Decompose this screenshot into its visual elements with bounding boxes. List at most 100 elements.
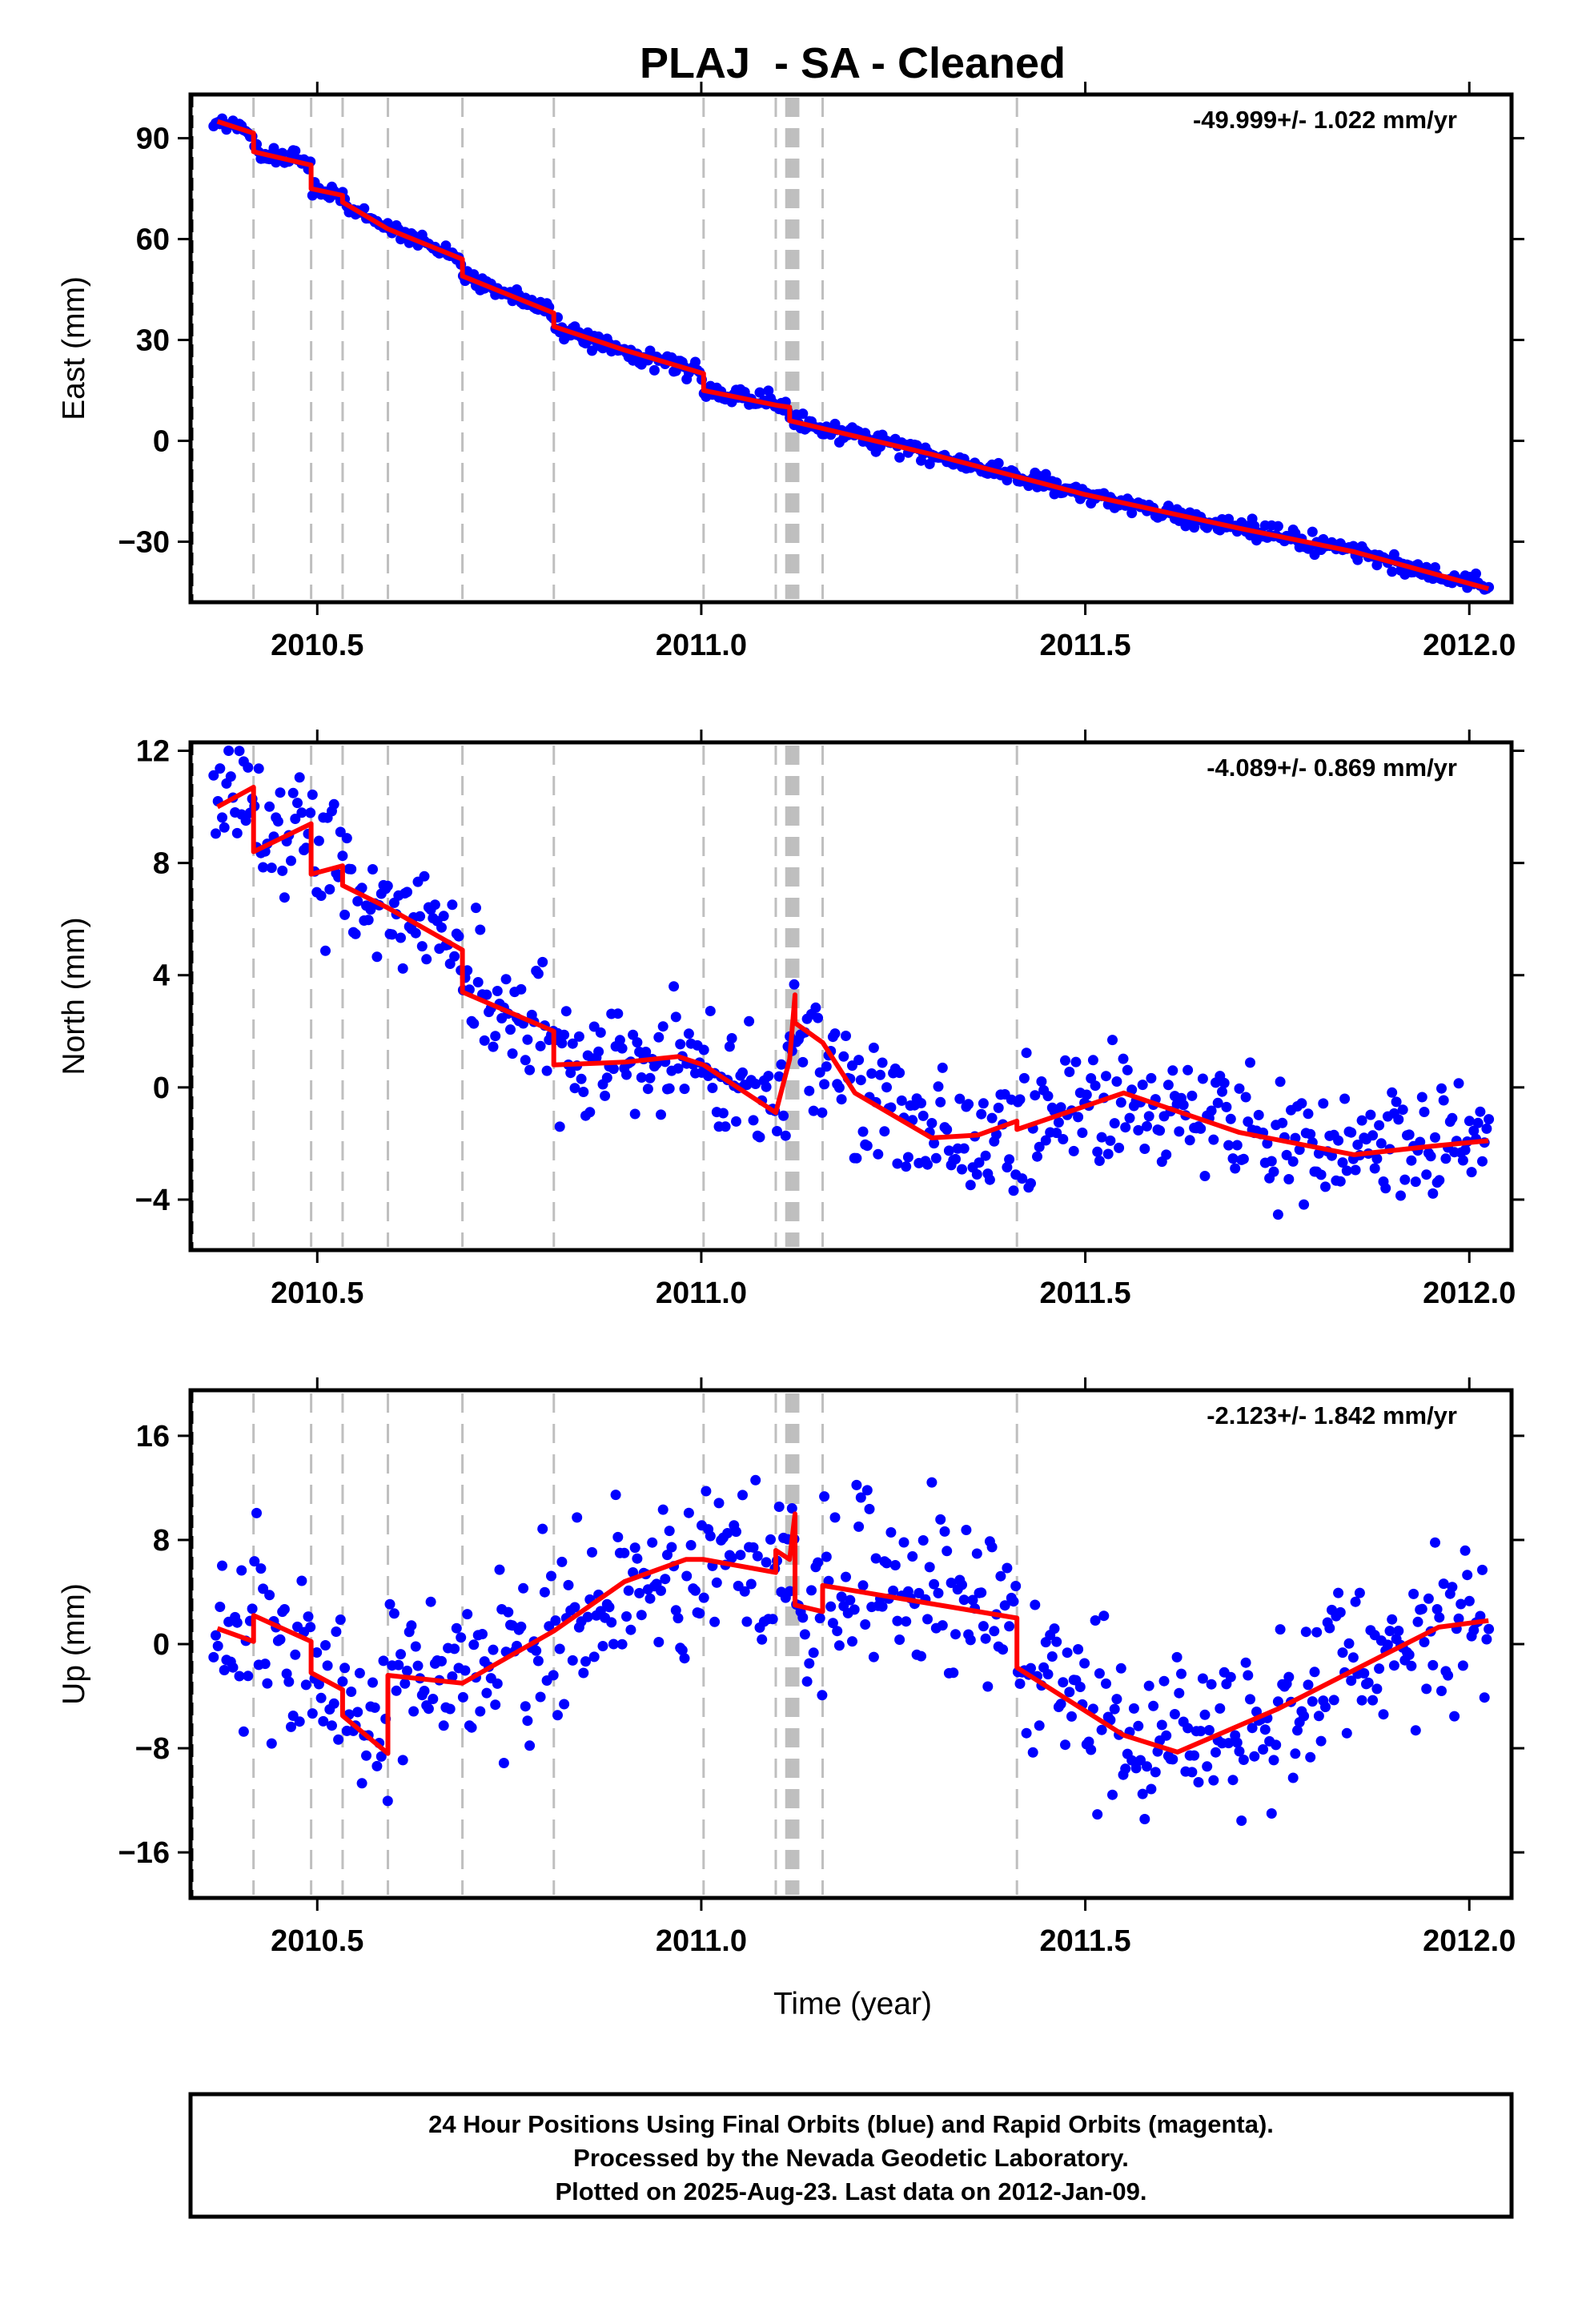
data-point bbox=[757, 1634, 768, 1645]
data-point bbox=[524, 1064, 536, 1076]
data-point bbox=[396, 932, 406, 943]
data-points bbox=[208, 746, 1495, 1220]
data-point bbox=[1130, 1763, 1142, 1774]
data-point bbox=[537, 956, 548, 967]
data-point bbox=[773, 1502, 785, 1512]
data-point bbox=[481, 989, 492, 1000]
data-point bbox=[447, 1671, 458, 1682]
data-point bbox=[361, 1750, 371, 1761]
data-point bbox=[829, 1028, 841, 1039]
data-point bbox=[660, 1574, 671, 1585]
data-point bbox=[1115, 1097, 1126, 1108]
data-point bbox=[877, 1057, 888, 1068]
data-point bbox=[1128, 1703, 1139, 1714]
data-point bbox=[1122, 1064, 1133, 1076]
model-fit-line bbox=[216, 785, 1489, 1157]
data-point bbox=[1221, 1101, 1232, 1112]
data-point bbox=[1481, 1123, 1492, 1134]
data-point bbox=[286, 1721, 296, 1732]
data-point bbox=[1259, 1724, 1271, 1735]
data-point bbox=[1199, 1171, 1211, 1181]
data-point bbox=[832, 1626, 843, 1637]
data-point bbox=[1423, 1593, 1434, 1604]
data-point bbox=[356, 883, 367, 894]
data-point bbox=[1406, 1660, 1417, 1671]
data-point bbox=[490, 1031, 501, 1042]
footer-frame bbox=[188, 2092, 1514, 2219]
data-point bbox=[750, 1079, 761, 1089]
data-point bbox=[238, 1726, 249, 1737]
data-point bbox=[367, 864, 378, 875]
data-point bbox=[993, 1102, 1004, 1113]
panel-3: 16 8 0 −8 −16 2010.5 2011.0 2011.5 2012.0 -2.123+… bbox=[57, 1377, 1524, 1958]
data-point bbox=[933, 1587, 944, 1598]
data-point bbox=[600, 1090, 611, 1101]
data-point bbox=[219, 1665, 230, 1675]
data-point bbox=[1365, 1109, 1376, 1120]
data-point bbox=[1415, 1136, 1426, 1148]
data-point bbox=[488, 1644, 499, 1655]
data-point bbox=[735, 1550, 746, 1561]
data-point bbox=[1475, 1610, 1486, 1622]
data-point bbox=[901, 1161, 912, 1172]
data-point bbox=[1126, 1755, 1138, 1766]
data-point bbox=[1158, 1675, 1170, 1687]
data-point bbox=[322, 1660, 333, 1671]
data-point bbox=[335, 826, 346, 838]
data-point bbox=[1283, 1671, 1295, 1683]
data-point bbox=[212, 1640, 223, 1651]
data-point bbox=[560, 1006, 572, 1017]
data-point bbox=[1077, 1128, 1088, 1138]
data-point bbox=[1107, 1035, 1118, 1046]
data-point bbox=[1337, 1647, 1348, 1659]
data-point bbox=[307, 1708, 318, 1719]
data-point bbox=[1378, 1709, 1389, 1720]
data-point bbox=[1236, 1815, 1247, 1826]
data-point bbox=[892, 1158, 903, 1169]
data-point bbox=[1193, 1777, 1204, 1787]
data-point bbox=[1115, 1663, 1126, 1674]
model-fit-line bbox=[216, 119, 1489, 592]
data-point bbox=[1156, 1719, 1167, 1731]
data-point bbox=[275, 1634, 286, 1645]
data-point bbox=[683, 1028, 694, 1039]
data-point bbox=[1356, 1695, 1367, 1706]
data-point bbox=[836, 1094, 847, 1105]
data-point bbox=[937, 1062, 948, 1073]
data-point bbox=[296, 807, 307, 818]
data-point bbox=[1053, 1117, 1064, 1128]
data-point bbox=[629, 1542, 640, 1554]
data-point bbox=[976, 1108, 987, 1120]
data-point bbox=[552, 1710, 563, 1721]
data-point bbox=[328, 1698, 339, 1709]
data-point bbox=[1111, 1076, 1122, 1087]
data-point bbox=[1203, 1725, 1215, 1735]
data-point bbox=[1305, 1128, 1316, 1140]
data-point bbox=[341, 833, 352, 844]
data-point bbox=[1266, 1156, 1277, 1167]
data-point bbox=[492, 1678, 503, 1689]
data-point bbox=[823, 1575, 834, 1586]
data-point bbox=[889, 1560, 901, 1570]
data-point bbox=[1356, 1115, 1367, 1126]
data-point bbox=[1309, 1667, 1320, 1678]
data-point bbox=[797, 408, 809, 420]
data-point bbox=[690, 1585, 701, 1596]
x-tick-label: 2010.5 bbox=[271, 1924, 363, 1958]
data-point bbox=[524, 1740, 536, 1751]
data-point bbox=[614, 1035, 625, 1046]
data-point bbox=[428, 1694, 439, 1704]
data-point bbox=[1124, 1112, 1135, 1124]
data-point bbox=[1408, 1588, 1419, 1599]
data-point bbox=[240, 815, 251, 826]
data-point bbox=[352, 895, 363, 907]
data-point bbox=[397, 1755, 408, 1766]
data-point bbox=[789, 979, 800, 990]
data-point bbox=[778, 1110, 789, 1121]
data-point bbox=[1234, 1083, 1245, 1094]
data-point bbox=[1453, 1613, 1464, 1624]
data-point bbox=[1393, 1114, 1404, 1125]
y-tick-label: −4 bbox=[135, 1184, 170, 1217]
data-point bbox=[1245, 1694, 1255, 1705]
data-point bbox=[625, 1624, 636, 1635]
